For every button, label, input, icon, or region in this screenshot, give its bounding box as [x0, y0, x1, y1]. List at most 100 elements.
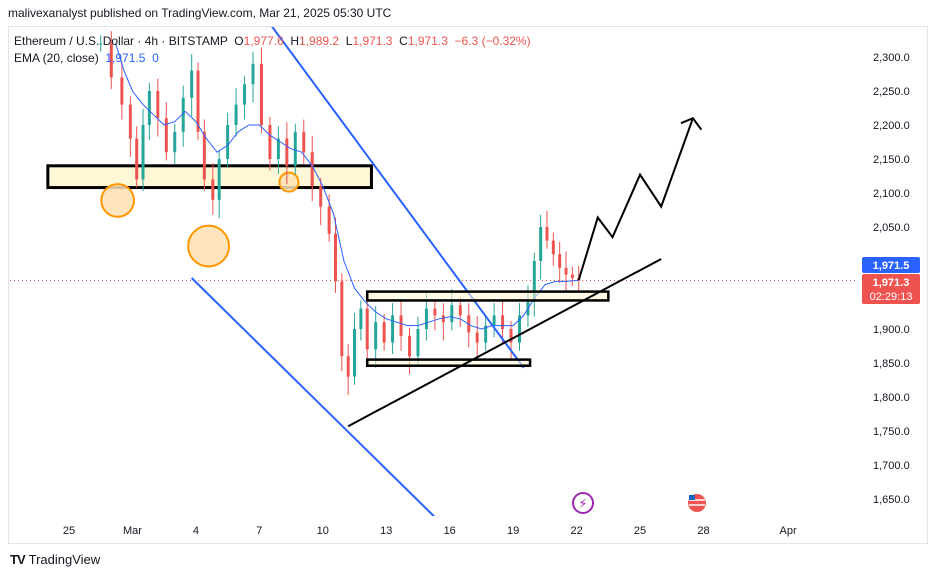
y-tick-label: 1,700.0: [873, 460, 910, 472]
last-price-badge: [862, 274, 920, 304]
candle-body: [302, 131, 306, 153]
legend-close-value: 1,971.3: [407, 34, 448, 48]
brand-name: TradingView: [28, 552, 101, 567]
legend-ema-tail: 0: [152, 51, 159, 65]
projection-path: [577, 117, 694, 281]
legend-ema-value: 1,971.5: [105, 51, 146, 65]
legend-high-key: H: [290, 34, 300, 48]
candle-body: [109, 43, 113, 78]
candle-body: [128, 104, 132, 139]
x-tick-label: 13: [380, 525, 392, 537]
candle-body: [551, 240, 555, 255]
candle-body: [135, 138, 139, 180]
candle-body: [190, 70, 194, 98]
candle-body: [340, 281, 344, 357]
candle-body: [276, 138, 280, 159]
highlight-circle-0: [100, 183, 135, 218]
y-tick-label: 1,800.0: [873, 392, 910, 404]
candle-body: [484, 325, 488, 343]
candle-body: [359, 308, 363, 329]
candle-body: [433, 308, 437, 316]
x-tick-label: 25: [63, 525, 75, 537]
candle-body: [333, 233, 337, 282]
resistance-zone: [46, 164, 373, 190]
candle-body: [259, 63, 263, 125]
candle-body: [164, 118, 168, 153]
candle-body: [365, 308, 369, 350]
tradingview-brand[interactable]: TV TradingView: [10, 552, 100, 567]
candle-body: [509, 329, 513, 343]
candle-body: [416, 329, 420, 357]
x-tick-label: 22: [570, 525, 582, 537]
candle-body: [196, 70, 200, 132]
candle-body: [319, 186, 323, 207]
x-tick-label: 28: [697, 525, 709, 537]
candle-body: [441, 315, 445, 323]
support-zone: [365, 358, 532, 367]
countdown-badge-text: 02:29:13: [870, 291, 913, 303]
candle-body: [382, 322, 386, 343]
breakout-zone: [365, 290, 610, 302]
candle-body: [285, 138, 289, 166]
y-tick-label: 2,050.0: [873, 222, 910, 234]
last-price-badge-text: 1,971.3: [873, 277, 910, 289]
candle-body: [517, 315, 521, 343]
candle-body: [353, 329, 357, 377]
candle-body: [99, 43, 103, 45]
candle-body: [327, 206, 331, 234]
x-tick-label: 10: [317, 525, 329, 537]
y-tick-label: 2,150.0: [873, 154, 910, 166]
candle-body: [310, 152, 314, 187]
y-tick-label: 1,900.0: [873, 324, 910, 336]
lightning-glyph: ⚡: [578, 496, 587, 511]
legend-ema-label[interactable]: EMA (20, close): [14, 51, 99, 65]
chart-legend: Ethereum / U.S. Dollar · 4h · BITSTAMP O…: [14, 33, 531, 67]
candle-body: [424, 308, 428, 329]
candle-body: [408, 335, 412, 357]
candle-body: [234, 104, 238, 125]
legend-low-value: 1,971.3: [352, 34, 393, 48]
y-tick-label: 1,750.0: [873, 426, 910, 438]
publisher-line: malivexanalyst published on TradingView.…: [8, 6, 392, 20]
candle-body: [532, 261, 536, 302]
candle-body: [558, 254, 562, 268]
candle-body: [147, 91, 151, 125]
legend-symbol[interactable]: Ethereum / U.S. Dollar · 4h · BITSTAMP: [14, 34, 228, 48]
candle-body: [173, 131, 177, 153]
x-tick-label: 7: [256, 525, 262, 537]
candle-body: [293, 131, 297, 166]
ema-price-badge-text: 1,971.5: [873, 260, 910, 272]
candle-body: [391, 315, 395, 343]
chart-frame: [8, 26, 928, 544]
candle-body: [211, 179, 215, 200]
candle-body: [501, 315, 505, 329]
highlight-circle-1: [187, 224, 230, 268]
channel-lower-line: [190, 277, 436, 516]
candle-body: [346, 356, 350, 377]
x-tick-label: Mar: [123, 525, 142, 537]
candle-body: [181, 97, 185, 132]
candle-body: [226, 125, 230, 159]
legend-open-key: O: [234, 34, 244, 48]
support-trendline: [347, 258, 662, 428]
channel-upper-line: [271, 27, 525, 369]
candle-body: [475, 332, 479, 343]
candle-body: [251, 63, 255, 85]
x-tick-label: 4: [193, 525, 199, 537]
y-tick-label: 2,250.0: [873, 86, 910, 98]
candle-body: [374, 322, 378, 350]
flag-canton: [689, 495, 695, 500]
legend-ema-row: EMA (20, close) 1,971.5 0: [14, 50, 531, 67]
x-tick-label: 16: [444, 525, 456, 537]
candle-body: [564, 267, 568, 275]
lightning-event-icon: [572, 492, 594, 514]
y-tick-label: 2,200.0: [873, 120, 910, 132]
candle-body: [458, 305, 462, 316]
y-tick-label: 2,100.0: [873, 188, 910, 200]
x-tick-label: 19: [507, 525, 519, 537]
highlight-circle-2: [278, 171, 300, 193]
legend-open-value: 1,977.6: [243, 34, 284, 48]
candle-body: [570, 274, 574, 278]
x-tick-label: 25: [634, 525, 646, 537]
